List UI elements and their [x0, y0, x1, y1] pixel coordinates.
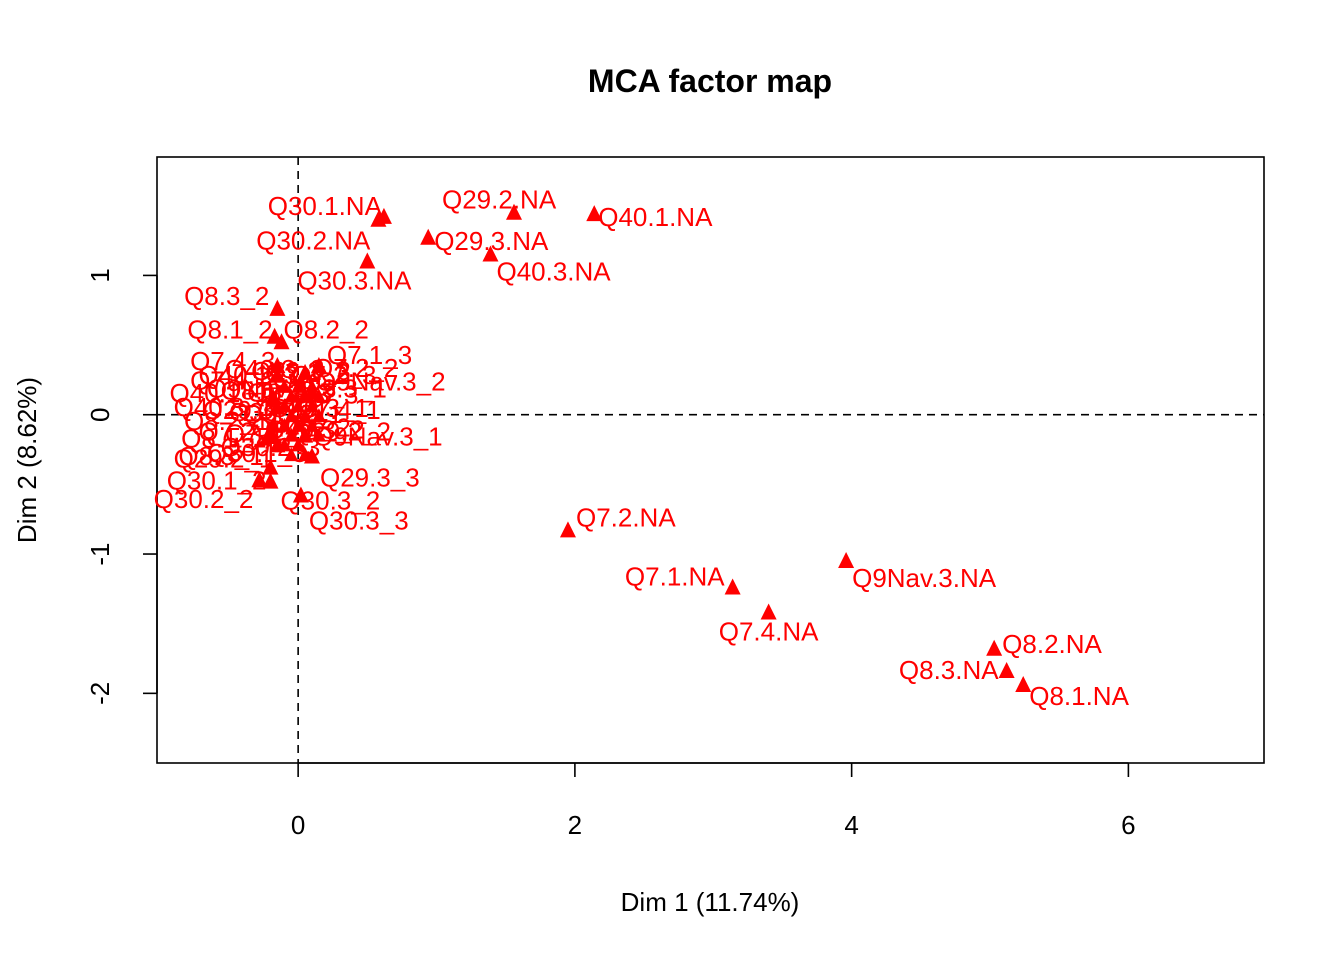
point-marker [482, 245, 499, 262]
point-marker [586, 205, 603, 222]
y-tick-label: 1 [85, 268, 115, 282]
x-tick-label: 6 [1121, 810, 1135, 840]
overlap-point-marker [304, 398, 319, 413]
point-label: Q7.4_3 [190, 346, 275, 376]
overlap-point-marker [291, 398, 306, 413]
point-marker [1015, 675, 1032, 692]
point-marker [838, 552, 855, 568]
y-tick-label: -1 [85, 542, 115, 565]
reference-lines [157, 157, 1264, 763]
point-label: Q30.1_2 [167, 466, 267, 496]
point-label: Q40.3_1 [174, 392, 274, 422]
overlap-point-marker [311, 427, 326, 442]
point-label: Q7.1.NA [625, 561, 725, 591]
overlap-point-marker [284, 408, 299, 423]
overlap-point-marker [277, 417, 292, 432]
overlapping-label-cluster: Q40.1_3Q40.3_3Q29.2_3Q7.1_2Q7.2_3Q9Nav.3… [199, 354, 391, 468]
point-label: Q29.3_3 [320, 463, 420, 493]
overlap-point-label: Q30.1_3 [207, 438, 307, 468]
chart-title: MCA factor map [588, 63, 832, 99]
y-axis: -2 -1 0 1 [85, 268, 158, 705]
x-axis: 0 2 4 6 [291, 762, 1136, 840]
point-label: Q7.2.NA [576, 502, 676, 532]
point-marker [269, 366, 286, 383]
x-tick-label: 0 [291, 810, 305, 840]
point-marker [262, 472, 279, 489]
point-marker [359, 252, 376, 269]
point-label: Q40.1.NA [598, 202, 713, 232]
point-label: Q8.2_1 [184, 406, 269, 436]
point-label: Q29.2.NA [442, 185, 557, 215]
point-marker [297, 426, 314, 443]
point-label: Q8.2_2 [284, 314, 369, 344]
overlap-point-label: Q29.2_3 [251, 356, 351, 386]
point-marker [292, 486, 309, 503]
point-marker [310, 356, 327, 373]
overlap-point-marker [311, 408, 326, 423]
point-label: Q30.2.NA [256, 226, 371, 256]
point-label: Q8.3_2 [184, 281, 269, 311]
point-marker [420, 228, 437, 245]
point-label: Q30.3.NA [297, 265, 412, 295]
point-label: Q29.2_1 [174, 443, 274, 473]
overlap-point-label: Q7.4_1 [295, 395, 380, 425]
x-axis-label: Dim 1 (11.74%) [621, 887, 800, 917]
point-marker [998, 662, 1015, 679]
overlap-point-marker [291, 417, 306, 432]
point-marker [269, 398, 286, 415]
y-axis-label: Dim 2 (8.62%) [12, 377, 42, 543]
point-label: Q8.1.NA [1029, 681, 1129, 711]
point-marker [303, 447, 320, 464]
point-label: Q7.4_2 [190, 366, 275, 396]
overlap-point-marker [298, 408, 313, 423]
point-marker [760, 603, 777, 620]
overlap-point-label: Q8.1_3 [221, 375, 306, 405]
point-marker [506, 203, 523, 220]
point-label: Q7.1_3 [327, 340, 412, 370]
point-label: Q8.1_2 [187, 315, 272, 345]
point-label: Q8.1_1 [181, 423, 266, 453]
data-points: Q30.1.NAQ30.2.NAQ29.2.NAQ40.1.NAQ29.3.NA… [154, 185, 1130, 711]
overlap-point-marker [284, 447, 299, 462]
y-tick-label: 0 [85, 407, 115, 421]
point-label: Q9Nav.3_2 [316, 366, 446, 396]
overlap-point-marker [284, 388, 299, 403]
x-tick-label: 2 [568, 810, 582, 840]
point-marker [262, 458, 279, 475]
point-marker [251, 471, 268, 488]
point-marker [269, 436, 286, 453]
point-marker [559, 521, 576, 538]
point-marker [724, 578, 741, 595]
point-label: Q40.3.NA [496, 257, 611, 287]
point-marker [273, 333, 290, 350]
x-tick-label: 4 [844, 810, 858, 840]
overlap-point-marker [291, 437, 306, 452]
point-label: Q30.3_3 [309, 506, 409, 536]
point-marker [269, 299, 286, 316]
point-label: Q7.2_2 [313, 353, 398, 383]
overlap-point-marker [291, 378, 306, 393]
point-label: Q8.3.NA [899, 655, 999, 685]
point-label: Q9Nav.3_1 [313, 422, 443, 452]
point-marker [986, 639, 1003, 656]
point-label: Q7.4.NA [719, 617, 819, 647]
point-marker [370, 210, 387, 227]
overlap-point-marker [277, 378, 292, 393]
overlap-point-marker [284, 427, 299, 442]
point-marker [303, 383, 320, 400]
point-marker [259, 428, 276, 445]
point-label: Q8.3_1 [178, 441, 263, 471]
overlap-point-marker [304, 417, 319, 432]
point-marker [269, 356, 286, 373]
point-label: Q8.2.NA [1002, 629, 1102, 659]
point-label: Q9Nav.3.NA [852, 563, 997, 593]
point-marker [297, 363, 314, 380]
point-label: Q40.1_1 [169, 378, 269, 408]
overlap-point-label: Q40.3_2 [265, 414, 365, 444]
point-label: Q30.2_2 [154, 484, 254, 514]
y-tick-label: -2 [85, 682, 115, 705]
point-label: Q30.1.NA [268, 191, 383, 221]
